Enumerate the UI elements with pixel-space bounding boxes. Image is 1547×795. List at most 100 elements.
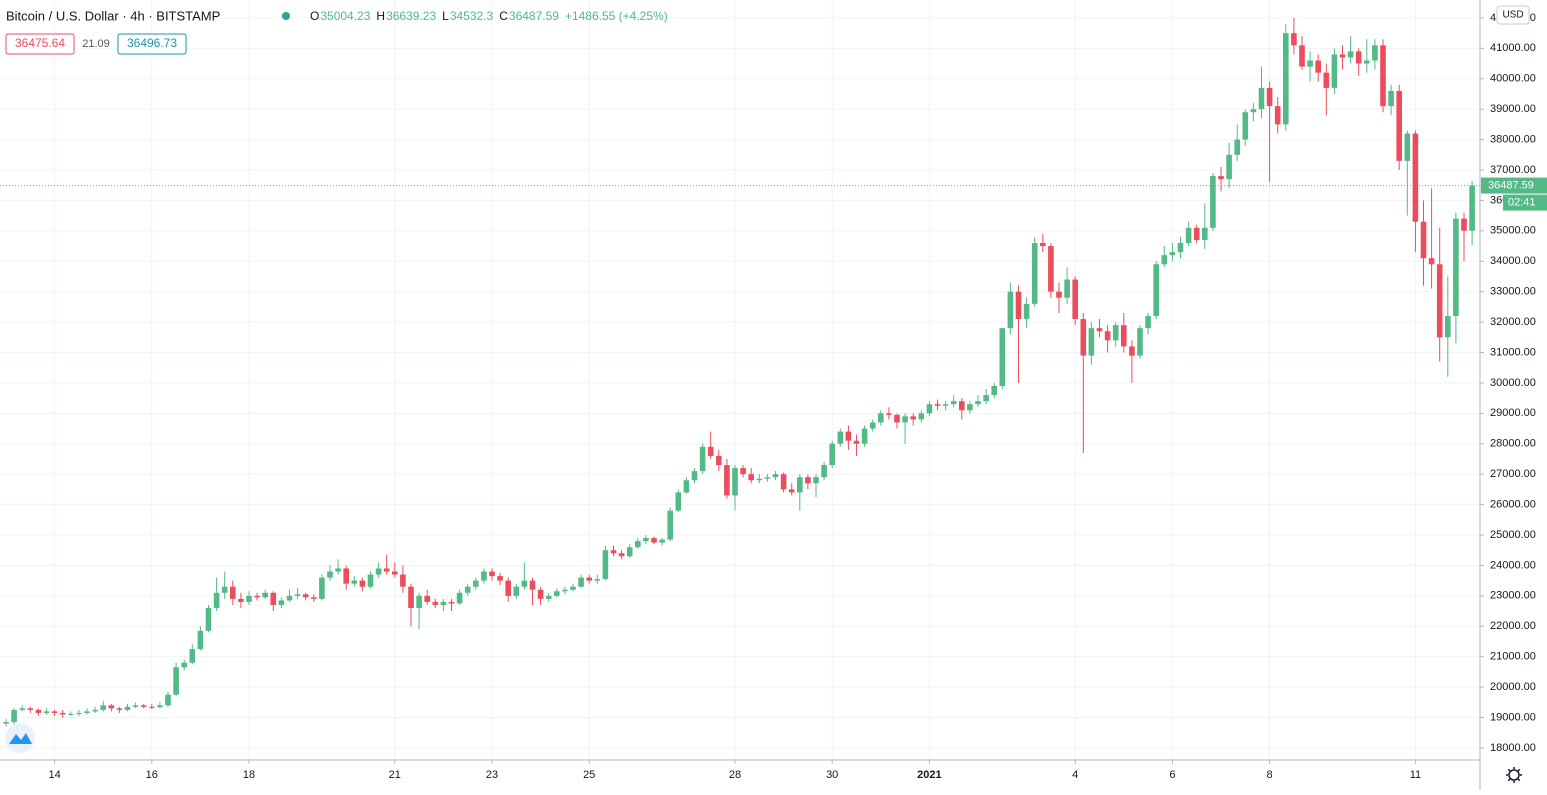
candle-body	[975, 401, 981, 405]
candle-body	[934, 404, 941, 406]
candle-body	[1445, 316, 1451, 338]
ohlc-value: 35004.23	[320, 9, 370, 23]
candle-body	[408, 586, 414, 608]
x-tick-label: 2021	[917, 769, 941, 781]
candle-body	[740, 468, 746, 475]
candle-body	[416, 595, 422, 608]
candle-body	[246, 595, 252, 602]
candle-body	[1007, 291, 1014, 329]
y-tick-label: 20000.00	[1490, 681, 1536, 693]
x-tick-label: 8	[1267, 769, 1273, 781]
candle-body	[19, 708, 25, 710]
y-tick-label: 39000.00	[1490, 103, 1536, 115]
candle-body	[108, 705, 115, 709]
ohlc-key: H	[376, 9, 385, 23]
candle-body	[756, 478, 763, 481]
candle-body	[173, 667, 179, 695]
candle-body	[1161, 255, 1168, 265]
candle-body	[400, 574, 406, 587]
candle-body	[100, 705, 106, 710]
candle-body	[1250, 109, 1257, 113]
y-tick-label: 25000.00	[1490, 529, 1536, 541]
candle-body	[886, 413, 892, 415]
candle-body	[797, 477, 803, 493]
candle-body	[181, 662, 187, 668]
candle-body	[1104, 331, 1111, 341]
candle-body	[238, 598, 244, 602]
candle-body	[205, 607, 212, 631]
spread: 21.09	[82, 38, 110, 50]
ohlc-value: 36487.59	[509, 9, 559, 23]
currency[interactable]: USD	[1502, 10, 1523, 21]
candle-body	[626, 547, 633, 557]
candle-body	[1048, 246, 1054, 292]
candle-body	[748, 474, 754, 481]
candle-body	[1210, 176, 1216, 228]
candle-body	[1112, 325, 1119, 341]
y-tick-label: 26000.00	[1490, 498, 1536, 510]
candle-body	[464, 586, 471, 593]
candle-body	[1283, 33, 1289, 125]
candle-body	[375, 568, 382, 575]
candle-body	[221, 586, 228, 593]
candle-body	[1169, 252, 1176, 256]
y-tick-label: 21000.00	[1490, 651, 1536, 663]
candle-body	[230, 586, 236, 599]
currency-box[interactable]	[1496, 5, 1530, 25]
candle-body	[1266, 87, 1273, 107]
candle-body	[1274, 106, 1281, 125]
candle-body	[1331, 54, 1338, 88]
candle-body	[837, 431, 844, 444]
candle-body	[853, 440, 860, 444]
candle-body	[473, 580, 479, 587]
settings-icon[interactable]	[1506, 767, 1522, 783]
candle-body	[1412, 133, 1419, 222]
candle-body	[635, 541, 641, 548]
y-tick-label: 41000.00	[1490, 42, 1536, 54]
candle-body	[92, 709, 98, 712]
candle-body	[1145, 316, 1151, 329]
candle-body	[1339, 54, 1346, 58]
ohlc-key: O	[310, 9, 319, 23]
candle-body	[562, 589, 568, 592]
candle-body	[440, 601, 447, 605]
candle-body	[3, 722, 9, 724]
x-tick-label: 21	[389, 769, 401, 781]
candle-body	[51, 711, 58, 713]
candle-body	[1299, 45, 1305, 67]
candle-body	[149, 706, 155, 708]
y-tick-label: 23000.00	[1490, 590, 1536, 602]
x-tick-label: 16	[146, 769, 158, 781]
y-tick-label: 33000.00	[1490, 286, 1536, 298]
candle-body	[667, 510, 673, 540]
candle-body	[659, 539, 665, 543]
candle-body	[618, 553, 625, 557]
candle-body	[319, 577, 325, 599]
y-tick-label: 35000.00	[1490, 225, 1536, 237]
candle-body	[1258, 87, 1265, 110]
candle-body	[27, 708, 34, 710]
bid-box	[5, 33, 75, 55]
candle-body	[1185, 227, 1192, 244]
candle-body	[1023, 303, 1030, 320]
candle-body	[1347, 51, 1354, 58]
candle-body	[392, 571, 398, 575]
candle-body	[497, 576, 503, 581]
candle-body	[643, 538, 649, 542]
candle-body	[1202, 227, 1208, 240]
ohlc-key: L	[442, 9, 449, 23]
y-tick-label: 28000.00	[1490, 438, 1536, 450]
candle-body	[351, 580, 358, 584]
candle-body	[1015, 291, 1022, 320]
candle-body	[481, 571, 487, 581]
candle-body	[1436, 264, 1443, 338]
candle-body	[537, 589, 544, 599]
candle-body	[1031, 243, 1038, 304]
y-tick-label: 18000.00	[1490, 742, 1536, 754]
candle-body	[1469, 185, 1475, 231]
ohlc-key: C	[499, 9, 508, 23]
candle-body	[359, 580, 366, 587]
ohlc-value: 36639.23	[386, 9, 436, 23]
x-tick-label: 23	[486, 769, 498, 781]
candle-body	[116, 708, 123, 710]
